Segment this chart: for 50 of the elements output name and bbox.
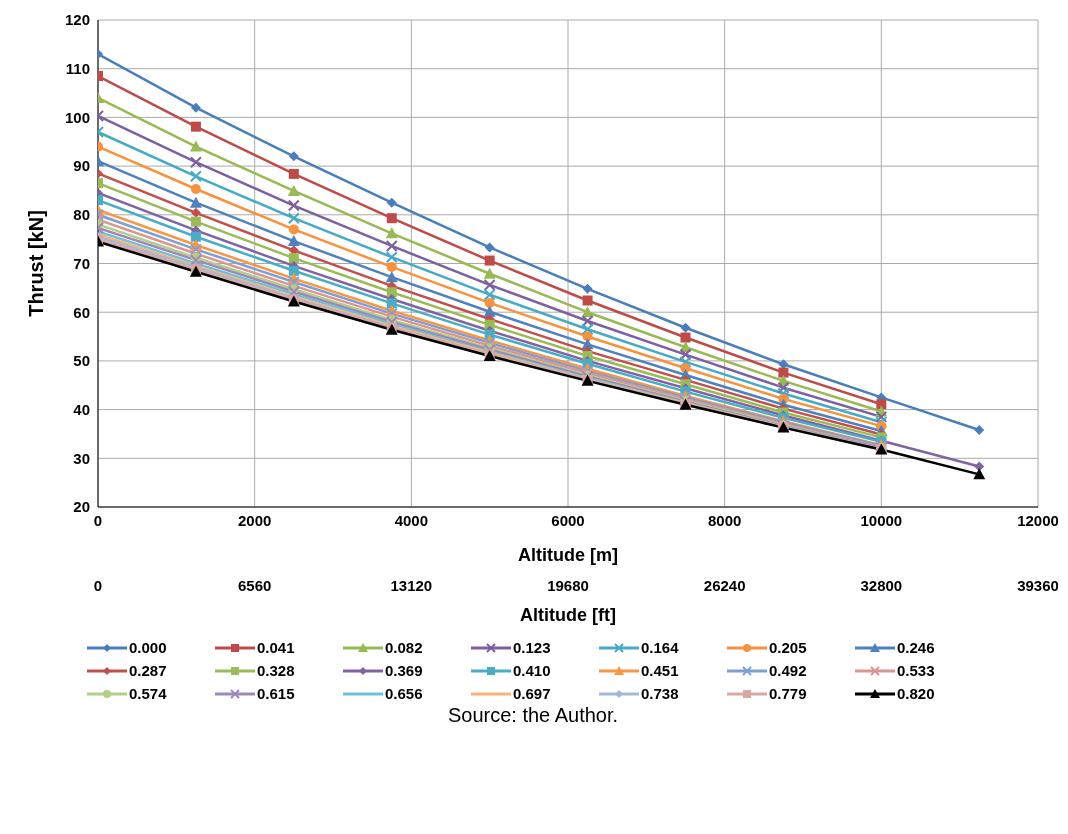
x-tick-label: 12000 [1017,511,1059,529]
legend-label: 0.779 [769,685,807,702]
x2-tick-label: 26240 [703,577,746,594]
legend-label: 0.082 [385,639,423,656]
x-axis-title: Altitude [m] [518,545,618,565]
legend-label: 0.410 [513,662,551,679]
legend-label: 0.656 [385,685,423,702]
legend-label: 0.533 [897,662,935,679]
y-tick-label: 50 [73,352,90,370]
x-tick-label: 8000 [707,511,742,529]
x2-tick-label: 0 [93,577,103,594]
y-axis-title: Thrust [kN] [25,210,48,317]
x2-tick-label: 13120 [390,577,433,594]
y-tick-label: 40 [73,400,90,418]
legend-label: 0.738 [641,685,679,702]
legend-label: 0.697 [513,685,551,702]
legend-label: 0.451 [641,662,679,679]
legend-label: 0.574 [129,685,167,702]
y-tick-label: 80 [73,206,90,224]
source-note: Source: the Author. [446,704,620,727]
y-tick-label: 120 [64,11,90,29]
y-tick-label: 90 [73,157,90,175]
legend-label: 0.041 [257,639,295,656]
legend-label: 0.123 [513,639,551,656]
legend-label: 0.000 [129,639,167,656]
y-tick-label: 110 [65,60,90,78]
legend-label: 0.164 [641,639,679,656]
x-tick-label: 0 [93,511,103,529]
x-tick-label: 2000 [237,511,272,529]
legend-label: 0.615 [257,685,295,702]
y-tick-label: 70 [73,254,90,272]
x-tick-label: 10000 [860,511,903,529]
y-tick-label: 20 [73,498,90,516]
x-tick-label: 6000 [551,511,585,529]
x2-tick-label: 19680 [547,577,589,594]
x2-tick-label: 39360 [1017,577,1059,594]
legend-label: 0.287 [129,662,167,679]
legend-label: 0.328 [257,662,295,679]
x2-tick-label: 6560 [237,577,272,594]
x-tick-label: 4000 [394,511,429,529]
y-tick-label: 60 [73,303,90,321]
y-tick-label: 30 [73,449,90,467]
x2-tick-label: 32800 [860,577,903,594]
legend-label: 0.820 [897,685,935,702]
x2-axis-title: Altitude [ft] [520,605,616,625]
legend-label: 0.492 [769,662,807,679]
legend-label: 0.369 [385,662,423,679]
legend-label: 0.205 [769,639,807,656]
y-tick-label: 100 [64,108,90,126]
legend-label: 0.246 [897,639,935,656]
